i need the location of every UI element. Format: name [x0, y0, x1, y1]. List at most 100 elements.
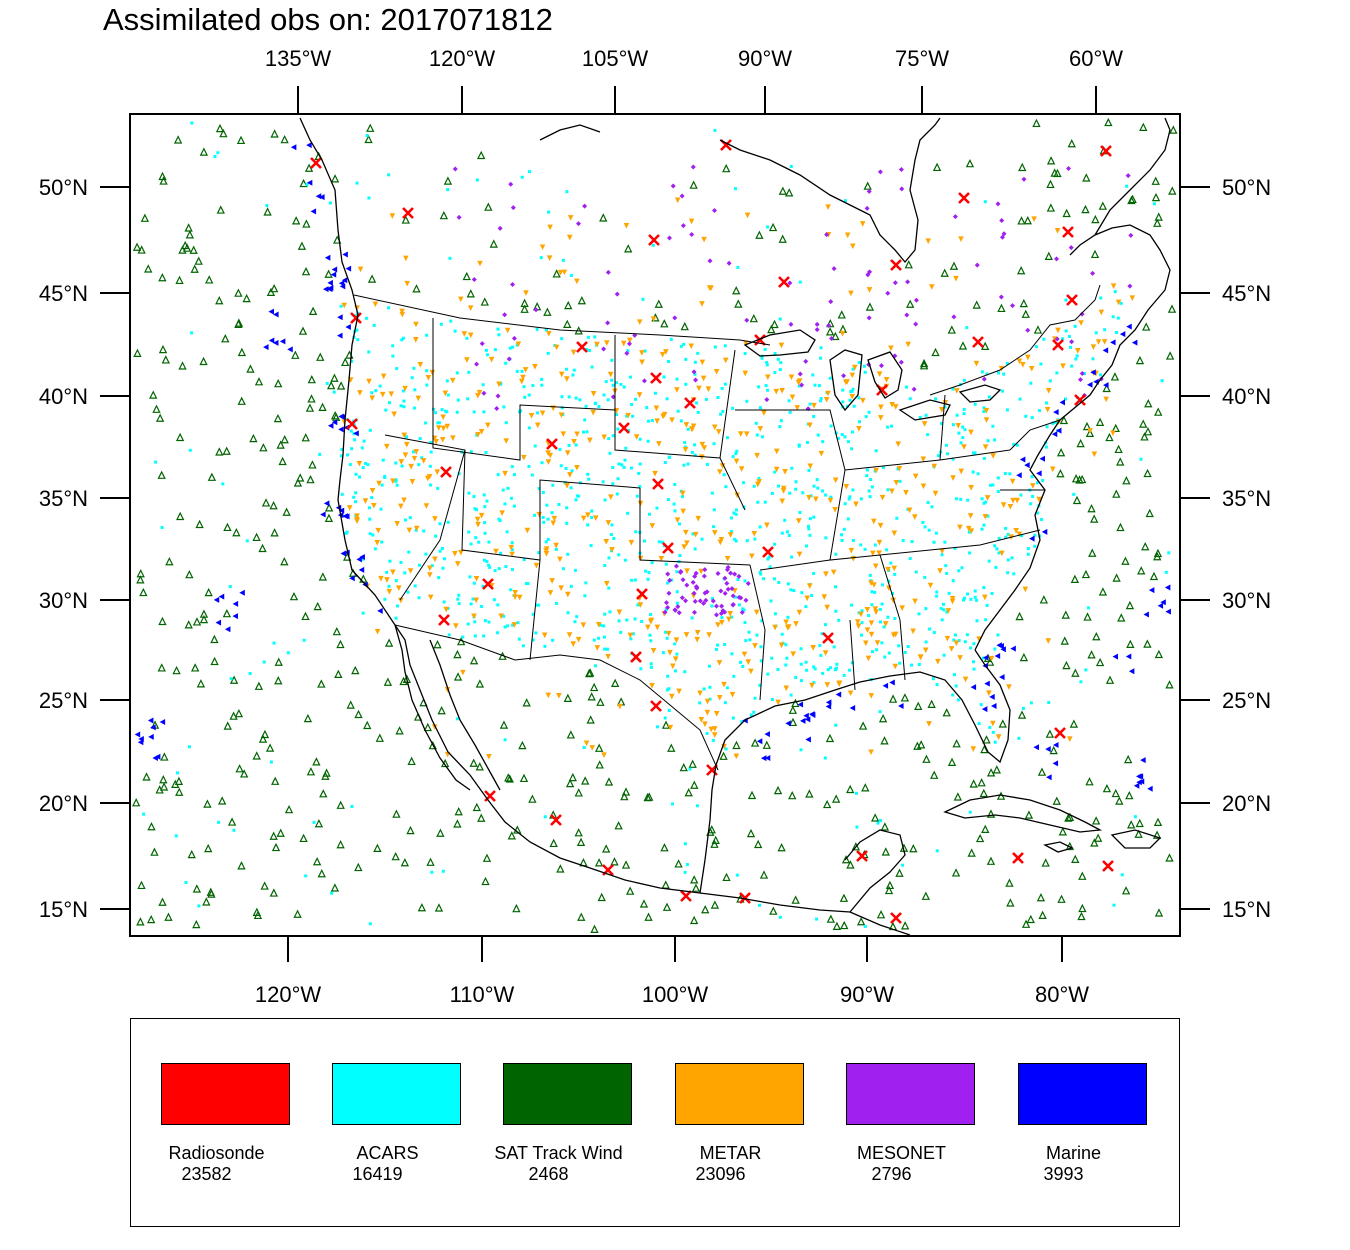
- acars-marker: [1072, 492, 1076, 496]
- acars-marker: [834, 723, 838, 727]
- acars-marker: [663, 716, 667, 720]
- sat-track-wind-marker: [330, 883, 340, 892]
- acars-marker: [1017, 736, 1021, 740]
- acars-marker: [534, 631, 538, 635]
- metar-marker: [684, 568, 690, 574]
- metar-marker: [401, 497, 407, 504]
- acars-marker: [849, 603, 853, 607]
- acars-marker: [391, 354, 395, 358]
- metar-marker: [983, 407, 990, 414]
- sat-track-wind-marker: [746, 828, 756, 838]
- sat-track-wind-marker: [549, 838, 558, 848]
- acars-marker: [1164, 570, 1168, 574]
- marine-marker: [1125, 653, 1132, 660]
- metar-marker: [354, 513, 360, 519]
- acars-marker: [732, 674, 736, 678]
- sat-track-wind-marker: [1143, 427, 1153, 436]
- acars-marker: [890, 424, 894, 428]
- acars-marker: [332, 390, 336, 394]
- sat-track-wind-marker: [1098, 201, 1108, 210]
- metar-marker: [684, 540, 690, 546]
- metar-marker: [679, 490, 686, 497]
- pacific-coastline: [299, 117, 851, 913]
- sat-track-wind-marker: [137, 880, 146, 890]
- sat-track-wind-marker: [301, 433, 310, 442]
- metar-marker: [733, 753, 740, 760]
- acars-marker: [962, 412, 966, 416]
- marine-marker: [764, 731, 770, 738]
- acars-marker: [733, 537, 737, 541]
- acars-marker: [797, 384, 801, 388]
- metar-marker: [558, 412, 565, 418]
- sat-track-wind-marker: [930, 770, 939, 779]
- mesonet-marker: [1125, 173, 1131, 179]
- acars-marker: [997, 536, 1001, 540]
- acars-marker: [955, 413, 959, 417]
- sat-track-wind-marker: [1117, 613, 1126, 622]
- acars-marker: [935, 594, 939, 598]
- acars-marker: [395, 483, 399, 487]
- acars-marker: [467, 370, 471, 374]
- metar-marker: [890, 597, 897, 604]
- metar-marker: [832, 507, 838, 513]
- acars-marker: [385, 570, 389, 574]
- sat-track-wind-marker: [185, 569, 194, 579]
- metar-marker: [486, 754, 492, 760]
- metar-marker: [1049, 466, 1056, 473]
- acars-marker: [691, 532, 695, 536]
- acars-marker: [509, 496, 513, 500]
- marine-marker: [319, 194, 325, 201]
- sat-track-wind-marker: [1087, 503, 1096, 513]
- sat-track-wind-marker: [688, 759, 697, 768]
- radiosonde-marker: [754, 334, 766, 346]
- sat-track-wind-marker: [773, 785, 783, 795]
- sat-track-wind-marker: [284, 804, 294, 814]
- sat-track-wind-marker: [274, 657, 283, 666]
- metar-marker: [1016, 531, 1023, 538]
- sat-track-wind-marker: [674, 859, 683, 868]
- sat-track-wind-marker: [489, 239, 498, 248]
- metar-marker: [794, 405, 801, 411]
- acars-marker: [784, 643, 788, 647]
- acars-marker: [979, 703, 983, 707]
- mesonet-marker: [689, 232, 695, 238]
- metar-marker: [1101, 339, 1108, 345]
- sat-track-wind-marker: [986, 856, 996, 865]
- acars-marker: [1152, 202, 1156, 206]
- radiosonde-marker: [1062, 226, 1074, 238]
- sat-track-wind-marker: [1033, 325, 1043, 334]
- acars-marker: [481, 383, 485, 387]
- acars-marker: [788, 410, 792, 414]
- mesonet-marker: [1001, 231, 1007, 237]
- acars-marker: [474, 536, 478, 540]
- metar-marker: [738, 466, 745, 472]
- sat-track-wind-marker: [722, 163, 731, 173]
- metar-marker: [910, 628, 916, 635]
- acars-marker: [820, 489, 824, 493]
- acars-marker: [469, 542, 473, 546]
- right-axis-label: 50°N: [1222, 175, 1271, 200]
- acars-marker: [537, 603, 541, 607]
- acars-marker: [571, 373, 575, 377]
- left-axis-label: 50°N: [39, 175, 88, 200]
- metar-marker: [420, 458, 427, 464]
- bottom-axis-label: 80°W: [1035, 982, 1089, 1007]
- metar-marker: [654, 418, 660, 424]
- acars-marker: [683, 441, 687, 445]
- radiosonde-marker: [1100, 145, 1112, 157]
- metar-marker: [810, 645, 816, 651]
- metar-marker: [773, 388, 780, 395]
- metar-marker: [823, 396, 830, 403]
- acars-marker: [496, 473, 500, 477]
- acars-marker: [487, 563, 491, 567]
- acars-marker: [1006, 558, 1010, 562]
- acars-marker: [695, 401, 699, 405]
- acars-marker: [406, 590, 410, 594]
- acars-marker: [669, 337, 673, 341]
- acars-marker: [765, 360, 769, 364]
- metar-marker: [737, 431, 744, 437]
- metar-marker: [1010, 497, 1016, 504]
- acars-marker: [1001, 389, 1005, 393]
- acars-marker: [975, 598, 979, 602]
- marine-marker: [342, 513, 348, 520]
